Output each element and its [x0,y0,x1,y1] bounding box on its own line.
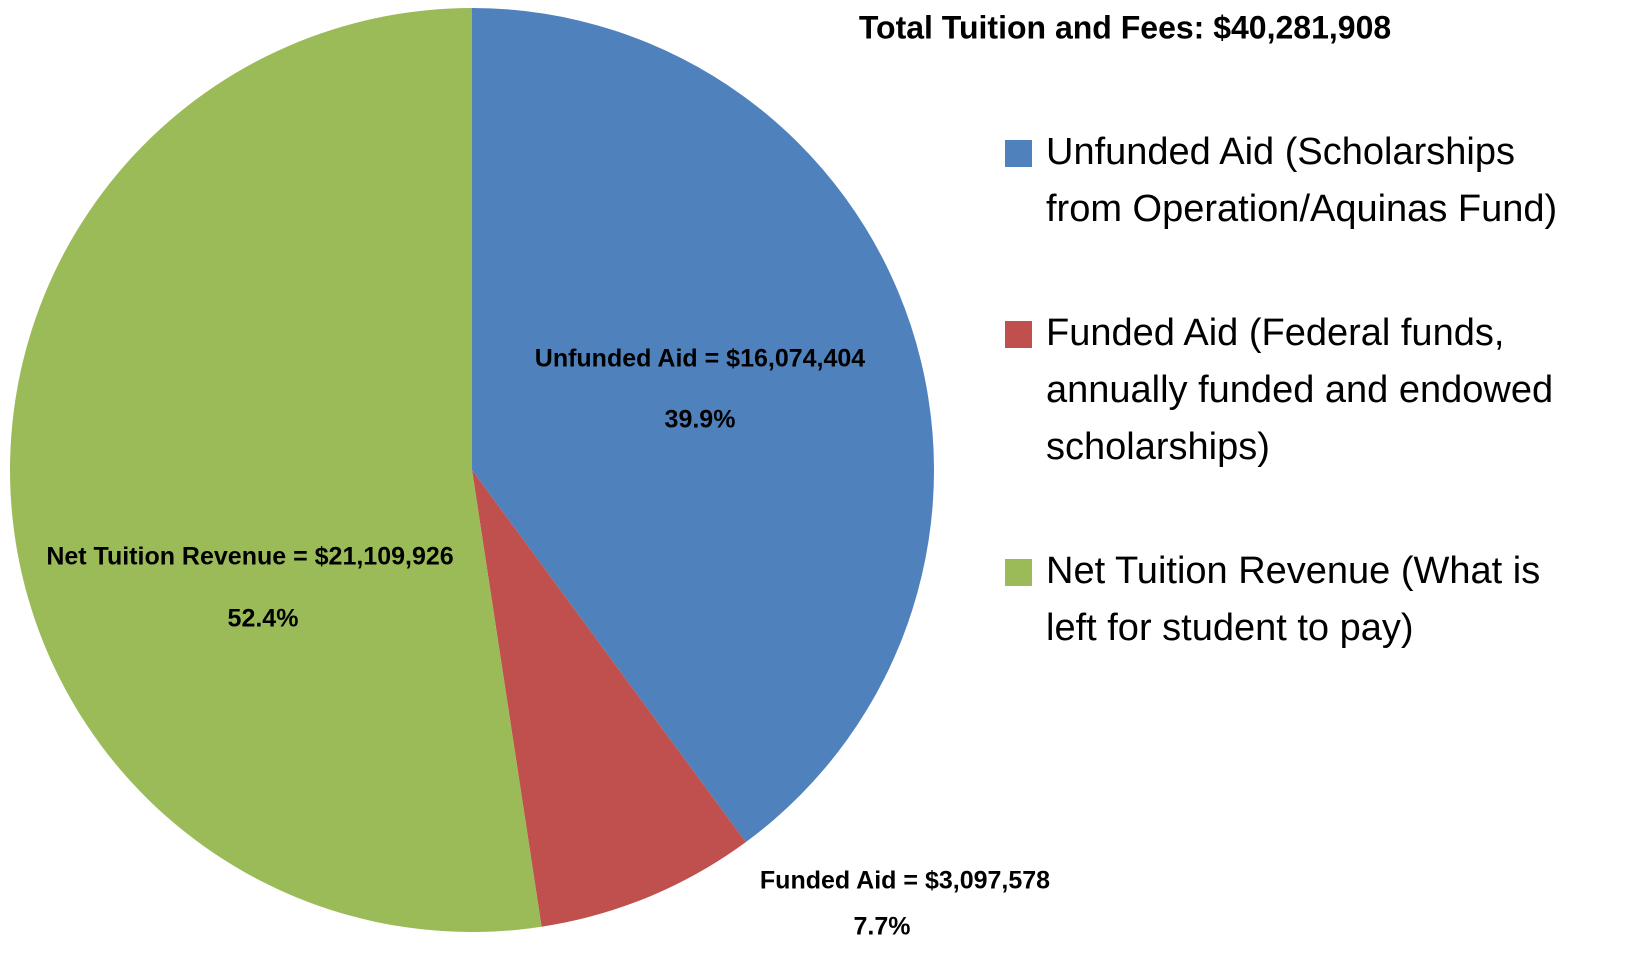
legend: Unfunded Aid (Scholarships from Operatio… [1005,124,1605,724]
pie-slice [472,470,746,927]
data-label: Net Tuition Revenue = $21,109,926 [46,543,453,571]
pie-slice [472,8,934,843]
legend-swatch [1005,140,1032,167]
legend-label: Net Tuition Revenue (What is left for st… [1046,550,1541,649]
percent-label: 39.9% [665,406,736,434]
legend-label: Funded Aid (Federal funds, annually fund… [1046,312,1554,468]
legend-item: Net Tuition Revenue (What is left for st… [1005,543,1605,657]
chart-title: Total Tuition and Fees: $40,281,908 [859,9,1391,45]
legend-label: Unfunded Aid (Scholarships from Operatio… [1046,131,1558,230]
pie-slice [10,8,542,932]
percent-label: 7.7% [854,913,911,941]
data-label: Unfunded Aid = $16,074,404 [535,345,866,373]
legend-swatch [1005,321,1032,348]
data-label: Funded Aid = $3,097,578 [760,867,1050,895]
legend-item: Unfunded Aid (Scholarships from Operatio… [1005,124,1605,238]
percent-label: 52.4% [228,605,299,633]
legend-item: Funded Aid (Federal funds, annually fund… [1005,305,1605,476]
legend-swatch [1005,559,1032,586]
